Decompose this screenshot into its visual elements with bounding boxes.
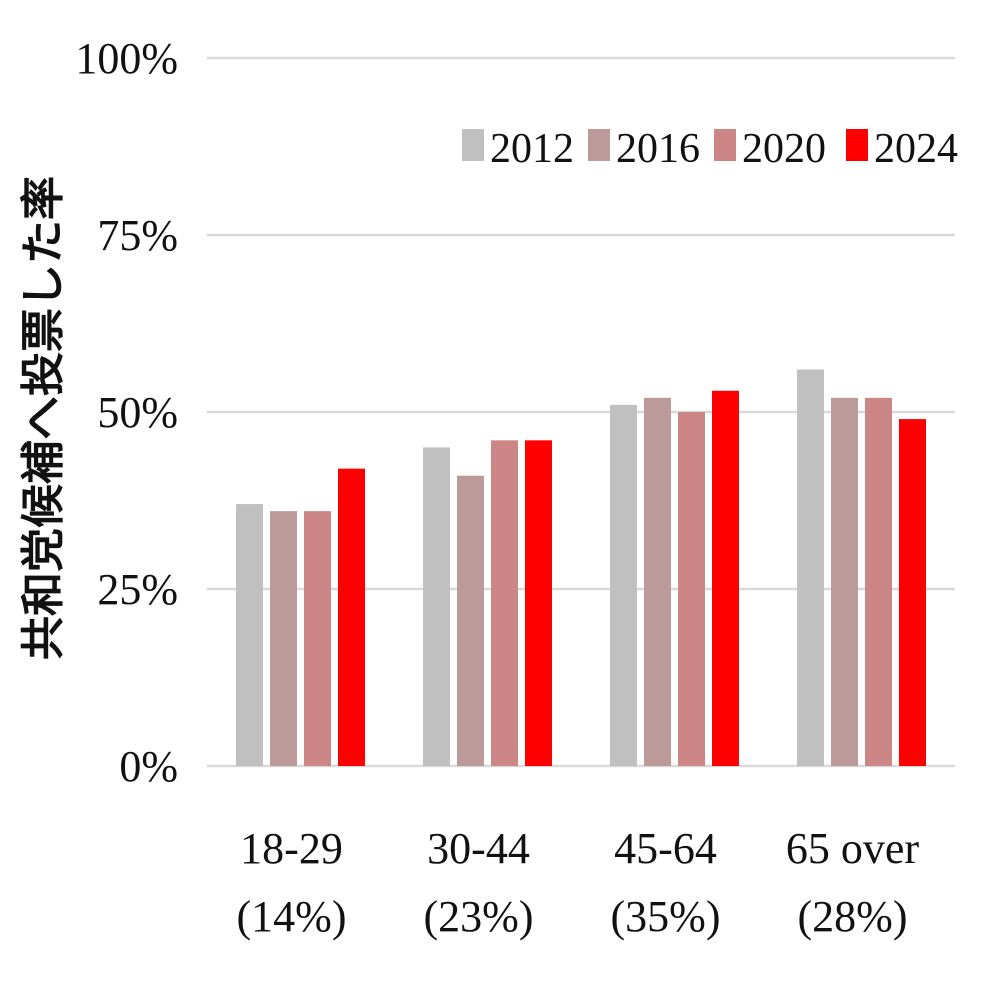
bar-2024-18-29 xyxy=(338,468,365,766)
x-category-label: 65 over xyxy=(786,824,920,873)
bar-2020-30-44 xyxy=(491,440,518,766)
x-category-label: (14%) xyxy=(237,892,347,941)
bar-2016-65-over xyxy=(831,397,858,766)
y-axis-label: 共和党候補へ投票した率 xyxy=(18,176,69,660)
legend-label-2012: 2012 xyxy=(490,126,574,172)
y-tick-label: 100% xyxy=(75,34,178,83)
bar-2024-45-64 xyxy=(712,390,739,766)
y-tick-label: 50% xyxy=(97,388,178,437)
bar-2020-65-over xyxy=(865,397,892,766)
bar-2016-45-64 xyxy=(644,397,671,766)
bar-2016-18-29 xyxy=(270,511,297,766)
x-category-label: 18-29 xyxy=(240,824,343,873)
bar-2016-30-44 xyxy=(457,475,484,766)
bar-2024-65-over xyxy=(899,419,926,766)
legend-swatch-2016 xyxy=(588,129,610,161)
legend-label-2024: 2024 xyxy=(874,126,958,172)
x-category-label: 45-64 xyxy=(614,824,717,873)
y-tick-label: 75% xyxy=(97,211,178,260)
x-category-label: (28%) xyxy=(798,892,908,941)
x-category-label: 30-44 xyxy=(427,824,530,873)
x-axis-categories: 18-29 (14%) 30-44 (23%) 45-64 (35%) 65 over (28… xyxy=(237,824,920,941)
legend-label-2020: 2020 xyxy=(742,126,826,172)
bar-2012-18-29 xyxy=(236,504,263,766)
legend-label-2016: 2016 xyxy=(616,126,700,172)
legend-swatch-2020 xyxy=(714,129,736,161)
bars xyxy=(236,369,926,766)
bar-2024-30-44 xyxy=(525,440,552,766)
legend-swatch-2024 xyxy=(846,129,868,161)
gridlines xyxy=(207,56,955,768)
bar-2020-18-29 xyxy=(304,511,331,766)
legend-swatch-2012 xyxy=(462,129,484,161)
x-category-label: (35%) xyxy=(611,892,721,941)
bar-2020-45-64 xyxy=(678,412,705,766)
y-axis-ticks: 0% 25% 50% 75% 100% xyxy=(75,34,178,791)
y-tick-label: 25% xyxy=(97,565,178,614)
bar-2012-45-64 xyxy=(610,404,637,766)
bar-2012-30-44 xyxy=(423,447,450,766)
y-tick-label: 0% xyxy=(119,742,178,791)
x-category-label: (23%) xyxy=(424,892,534,941)
bar-2012-65-over xyxy=(797,369,824,766)
legend: 2012 2016 2020 2024 xyxy=(462,126,958,172)
